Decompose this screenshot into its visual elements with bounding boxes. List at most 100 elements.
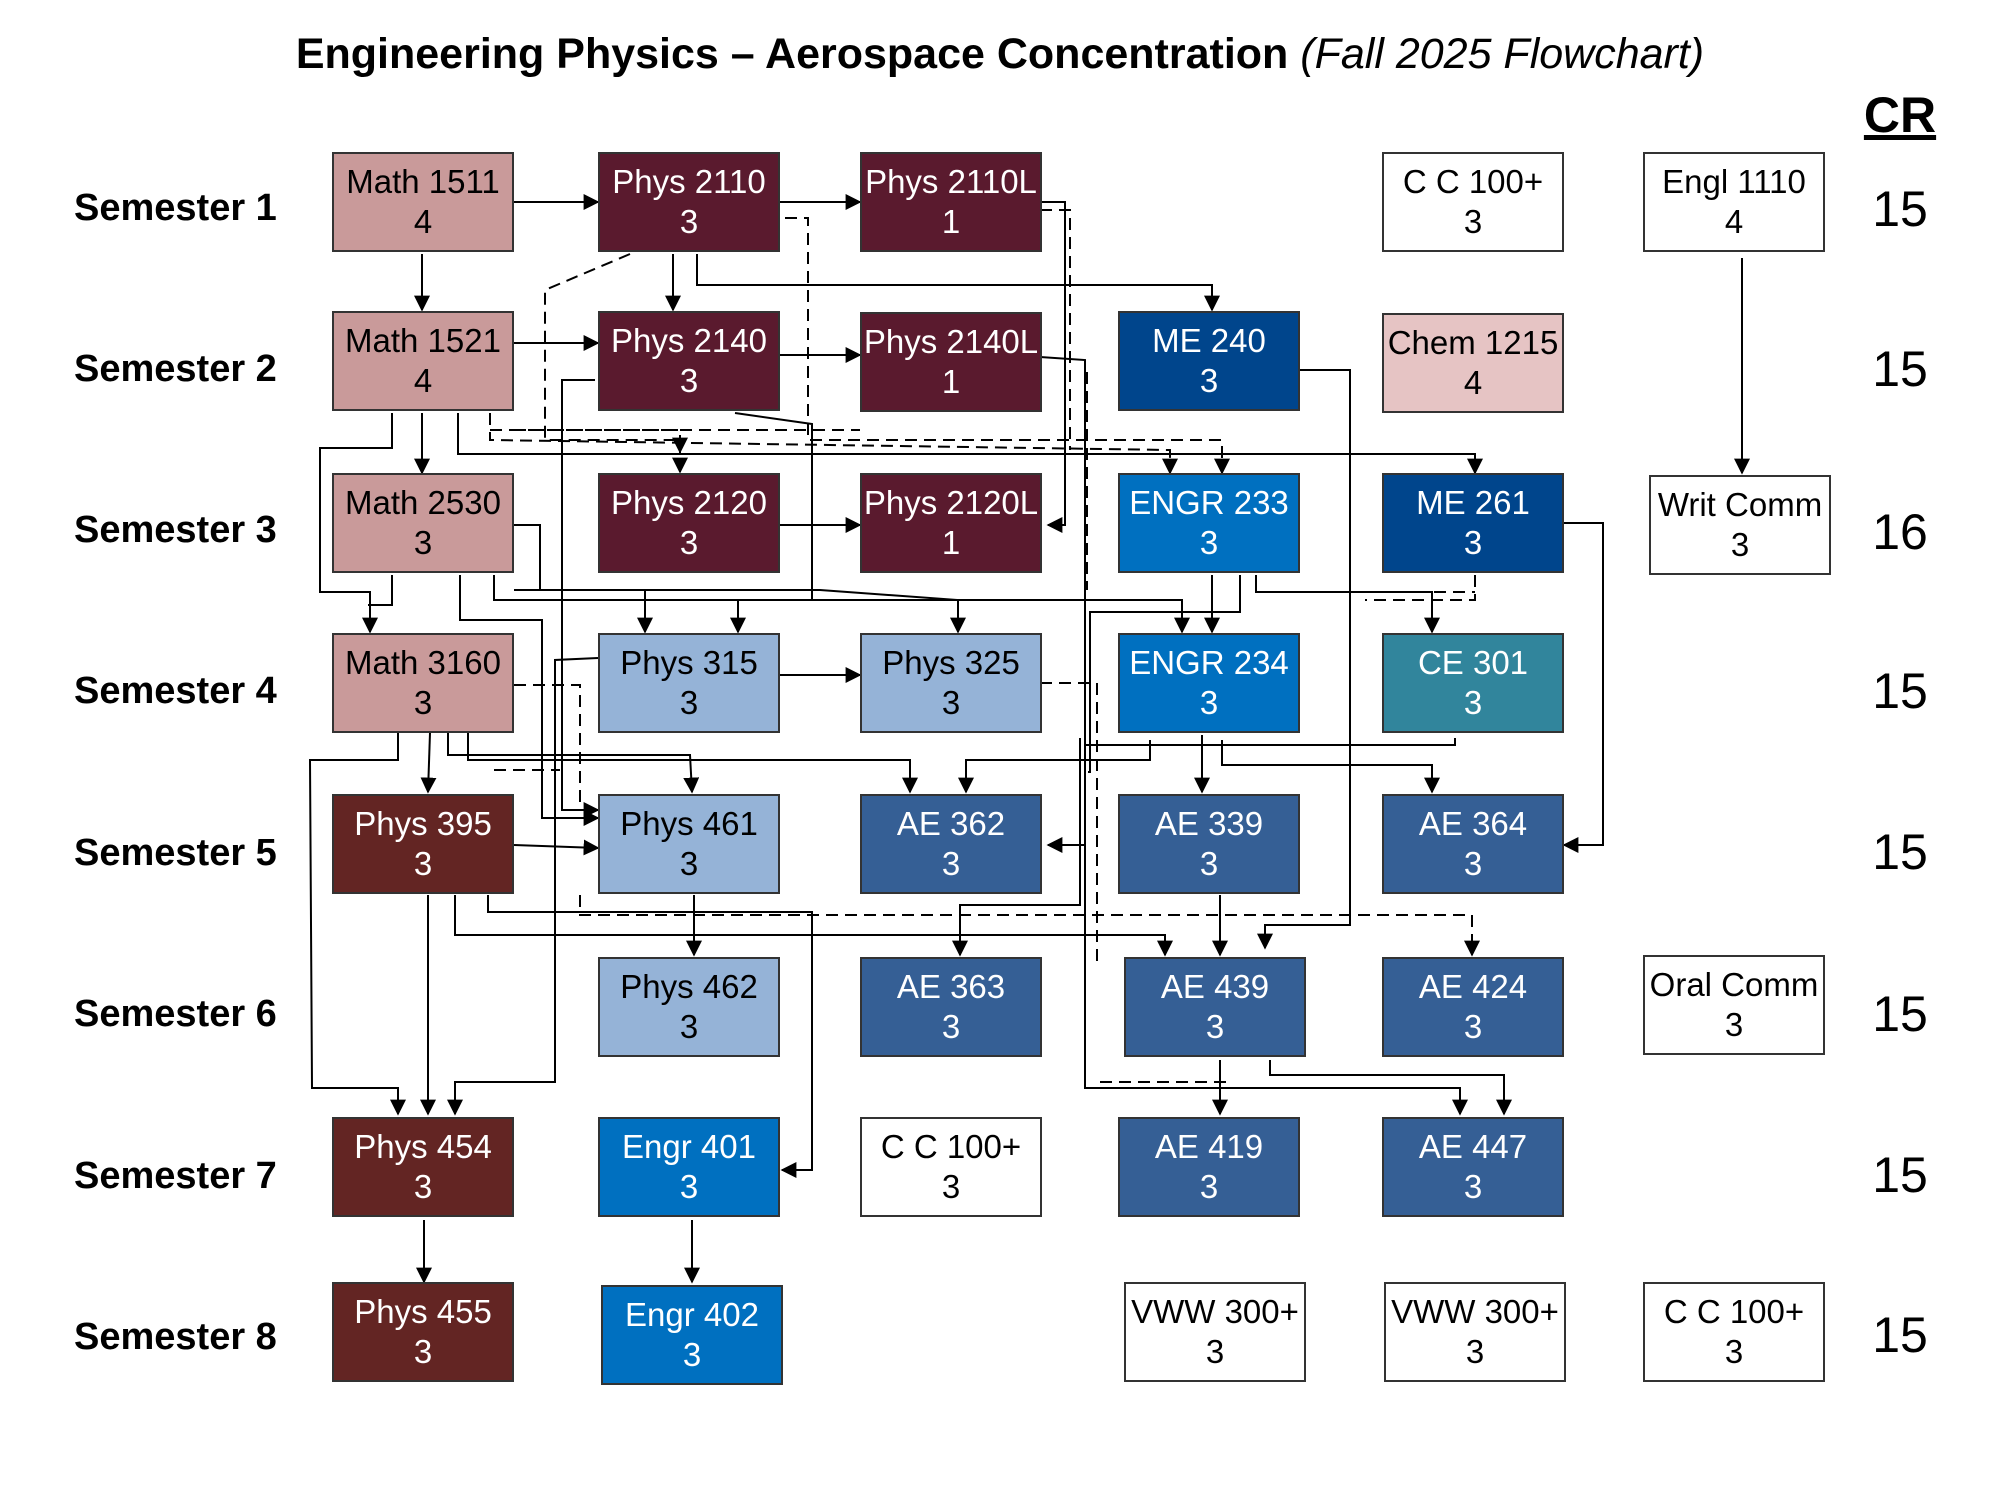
course-phys-325[interactable]: Phys 325 3 — [860, 633, 1042, 733]
course-phys-395[interactable]: Phys 395 3 — [332, 794, 514, 894]
course-writ-comm[interactable]: Writ Comm 3 — [1649, 475, 1831, 575]
course-engr-234[interactable]: ENGR 234 3 — [1118, 633, 1300, 733]
course-phys-462[interactable]: Phys 462 3 — [598, 957, 780, 1057]
semester-5-label: Semester 5 — [74, 832, 277, 874]
course-name: Phys 462 — [620, 968, 758, 1005]
course-ce-301[interactable]: CE 301 3 — [1382, 633, 1564, 733]
course-phys-2110l[interactable]: Phys 2110L 1 — [860, 152, 1042, 252]
course-name: C C 100+ — [1663, 1293, 1805, 1330]
course-credits: 3 — [679, 845, 699, 882]
course-credits: 3 — [1463, 684, 1483, 721]
coreq-math1521-engr233 — [489, 413, 1178, 475]
semester-5-credits: 15 — [1872, 824, 1928, 880]
course-engl-1110[interactable]: Engl 1110 4 — [1643, 152, 1825, 252]
course-name: Engr 401 — [622, 1128, 756, 1165]
course-vww-300-b[interactable]: VWW 300+ 3 — [1384, 1282, 1566, 1382]
coreq-phys461-ae424 — [579, 895, 1480, 957]
course-name: AE 424 — [1418, 968, 1528, 1005]
course-math-3160[interactable]: Math 3160 3 — [332, 633, 514, 733]
course-name: ENGR 233 — [1129, 484, 1289, 521]
arrow-ae439-ae447 — [1269, 1060, 1512, 1116]
course-engr-233[interactable]: ENGR 233 3 — [1118, 473, 1300, 573]
course-credits: 4 — [1463, 364, 1483, 401]
course-math-1511[interactable]: Math 1511 4 — [332, 152, 514, 252]
course-phys-2140[interactable]: Phys 2140 3 — [598, 311, 780, 411]
course-me-261[interactable]: ME 261 3 — [1382, 473, 1564, 573]
course-credits: 3 — [1465, 1333, 1485, 1370]
course-phys-315[interactable]: Phys 315 3 — [598, 633, 780, 733]
course-name: Phys 454 — [354, 1128, 492, 1165]
course-name: C C 100+ — [880, 1128, 1022, 1165]
coreq-phys325-ae339 — [1040, 682, 1098, 962]
course-ae-364[interactable]: AE 364 3 — [1382, 794, 1564, 894]
course-phys-2110[interactable]: Phys 2110 3 — [598, 152, 780, 252]
course-credits: 3 — [1730, 526, 1750, 563]
course-name: Phys 461 — [620, 805, 758, 842]
course-ae-424[interactable]: AE 424 3 — [1382, 957, 1564, 1057]
course-ae-447[interactable]: AE 447 3 — [1382, 1117, 1564, 1217]
course-math-2530[interactable]: Math 2530 3 — [332, 473, 514, 573]
course-oral-comm[interactable]: Oral Comm 3 — [1643, 955, 1825, 1055]
course-name: CE 301 — [1417, 644, 1529, 681]
course-phys-2120[interactable]: Phys 2120 3 — [598, 473, 780, 573]
semester-2-label: Semester 2 — [74, 348, 277, 390]
course-me-240[interactable]: ME 240 3 — [1118, 311, 1300, 411]
arrow-phys2140-phys461 — [561, 379, 600, 818]
course-name: ENGR 234 — [1129, 644, 1289, 681]
arrow-math3160-phys454 — [308, 733, 406, 1116]
course-credits: 3 — [941, 684, 961, 721]
course-engr-402[interactable]: Engr 402 3 — [601, 1285, 783, 1385]
course-cc-100-sem1[interactable]: C C 100+ 3 — [1382, 152, 1564, 252]
course-credits: 3 — [679, 684, 699, 721]
semester-3-label: Semester 3 — [74, 509, 277, 551]
page-title: Engineering Physics – Aerospace Concentr… — [0, 30, 2000, 79]
course-phys-454[interactable]: Phys 454 3 — [332, 1117, 514, 1217]
course-vww-300-a[interactable]: VWW 300+ 3 — [1124, 1282, 1306, 1382]
arrow-phys395-ae439 — [454, 895, 1173, 957]
course-name: ME 240 — [1152, 322, 1266, 359]
course-credits: 3 — [941, 1008, 961, 1045]
course-ae-363[interactable]: AE 363 3 — [860, 957, 1042, 1057]
credits-column-header: CR — [1863, 87, 1937, 143]
course-name: Phys 395 — [354, 805, 492, 842]
semester-8-label: Semester 8 — [74, 1316, 277, 1358]
course-name: Chem 1215 — [1387, 324, 1559, 361]
course-name: Math 3160 — [345, 644, 501, 681]
course-name: AE 364 — [1418, 805, 1528, 842]
course-name: Engl 1110 — [1662, 163, 1806, 200]
course-phys-461[interactable]: Phys 461 3 — [598, 794, 780, 894]
course-name: Phys 2140L — [863, 323, 1039, 360]
course-name: Phys 315 — [620, 644, 758, 681]
course-cc-100-sem7[interactable]: C C 100+ 3 — [860, 1117, 1042, 1217]
course-name: AE 439 — [1160, 968, 1270, 1005]
course-credits: 3 — [1199, 684, 1219, 721]
course-phys-455[interactable]: Phys 455 3 — [332, 1282, 514, 1382]
course-phys-2120l[interactable]: Phys 2120L 1 — [860, 473, 1042, 573]
course-engr-401[interactable]: Engr 401 3 — [598, 1117, 780, 1217]
course-name: Phys 2140 — [611, 322, 767, 359]
course-ae-339[interactable]: AE 339 3 — [1118, 794, 1300, 894]
arrow-me240-ae439 — [1257, 369, 1351, 950]
course-credits: 3 — [941, 1168, 961, 1205]
course-ae-419[interactable]: AE 419 3 — [1118, 1117, 1300, 1217]
arrow-math3160-ae362 — [467, 733, 918, 794]
arrow-phys2110-me240 — [696, 254, 1220, 312]
arrow-engr234-ae362 — [958, 740, 1151, 794]
course-chem-1215[interactable]: Chem 1215 4 — [1382, 313, 1564, 413]
course-credits: 3 — [941, 845, 961, 882]
course-ae-439[interactable]: AE 439 3 — [1124, 957, 1306, 1057]
course-math-1521[interactable]: Math 1521 4 — [332, 311, 514, 411]
coreq-me261-ce301 — [1365, 575, 1476, 601]
arrow-ce301-ae447 — [1084, 738, 1468, 1116]
course-name: AE 339 — [1154, 805, 1264, 842]
course-credits: 3 — [413, 845, 433, 882]
course-cc-100-sem8[interactable]: C C 100+ 3 — [1643, 1282, 1825, 1382]
course-phys-2140l[interactable]: Phys 2140L 1 — [860, 312, 1042, 412]
course-credits: 3 — [679, 203, 699, 240]
course-ae-362[interactable]: AE 362 3 — [860, 794, 1042, 894]
course-name: AE 419 — [1154, 1128, 1264, 1165]
course-name: VWW 300+ — [1131, 1293, 1299, 1330]
course-credits: 4 — [1724, 203, 1744, 240]
arrow-math2530-phys325 — [514, 589, 966, 634]
